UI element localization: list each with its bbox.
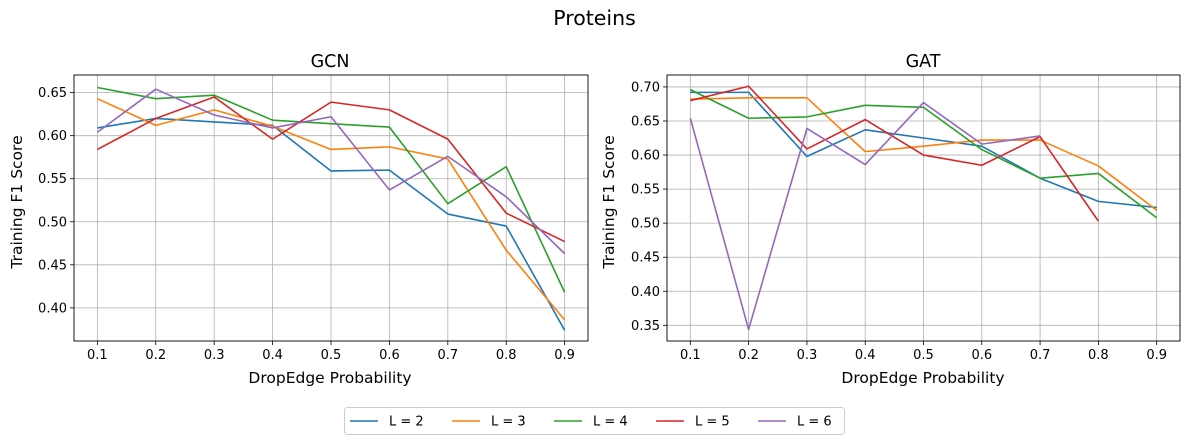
gat-ytick-label: 0.55 xyxy=(631,183,660,198)
gcn-ytick-label: 0.60 xyxy=(38,129,67,144)
legend-frame xyxy=(344,407,845,435)
gat-series-line-l4 xyxy=(689,88,1158,219)
gcn-xtick-label: 0.5 xyxy=(321,348,342,363)
gat-xtick-label: 0.7 xyxy=(1030,348,1051,363)
gat-title: GAT xyxy=(906,52,941,72)
gat-axes-frame xyxy=(666,74,1181,342)
gat-xtick-label: 0.4 xyxy=(855,348,876,363)
gat-ytick-label: 0.70 xyxy=(631,80,660,95)
gat-ytick-label: 0.40 xyxy=(631,285,660,300)
gat-ytick-label: 0.65 xyxy=(631,114,660,129)
gat-panel: GAT DropEdge Probability Training F1 Sco… xyxy=(600,52,1181,387)
gat-ytick-label: 0.60 xyxy=(631,149,660,164)
gat-xtick-label: 0.2 xyxy=(738,348,759,363)
gcn-xtick-label: 0.7 xyxy=(437,348,458,363)
gat-xtick-label: 0.9 xyxy=(1146,348,1167,363)
gat-xtick-label: 0.1 xyxy=(680,348,701,363)
gat-series-line-l3 xyxy=(690,97,1158,211)
gcn-series-line-l5 xyxy=(96,96,565,243)
gcn-xtick-label: 0.1 xyxy=(87,348,108,363)
gcn-ylabel: Training F1 Score xyxy=(8,135,26,269)
gcn-panel: GCN DropEdge Probability Training F1 Sco… xyxy=(8,52,589,387)
legend-label-l4: L = 4 xyxy=(593,415,628,430)
gat-ytick-label: 0.35 xyxy=(631,319,660,334)
gat-xtick-label: 0.6 xyxy=(971,348,992,363)
gat-series-line-l5 xyxy=(690,85,1100,222)
gat-xlabel: DropEdge Probability xyxy=(841,369,1004,387)
gcn-title: GCN xyxy=(311,52,350,72)
gcn-xtick-label: 0.8 xyxy=(496,348,517,363)
gcn-axes-frame xyxy=(73,74,589,342)
gat-series-line-l6 xyxy=(689,101,1041,331)
gcn-xlabel: DropEdge Probability xyxy=(248,369,411,387)
gcn-xtick-label: 0.4 xyxy=(262,348,283,363)
gcn-ytick-label: 0.45 xyxy=(38,258,67,273)
gcn-ytick-label: 0.65 xyxy=(38,86,67,101)
gcn-xtick-label: 0.6 xyxy=(379,348,400,363)
legend-label-l5: L = 5 xyxy=(695,415,730,430)
gat-ytick-label: 0.50 xyxy=(631,217,660,232)
gcn-series-line-l6 xyxy=(96,88,566,255)
legend-label-l6: L = 6 xyxy=(797,415,832,430)
gcn-xtick-label: 0.2 xyxy=(145,348,166,363)
gat-ylabel: Training F1 Score xyxy=(600,135,618,269)
gat-ytick-label: 0.45 xyxy=(631,251,660,266)
gat-xtick-label: 0.8 xyxy=(1088,348,1109,363)
gat-xtick-label: 0.5 xyxy=(913,348,934,363)
gat-xtick-label: 0.3 xyxy=(797,348,818,363)
gcn-ytick-label: 0.40 xyxy=(38,301,67,316)
gcn-ytick-label: 0.55 xyxy=(38,172,67,187)
gcn-ytick-label: 0.50 xyxy=(38,215,67,230)
legend-label-l3: L = 3 xyxy=(491,415,526,430)
legend-label-l2: L = 2 xyxy=(389,415,424,430)
gcn-xtick-label: 0.3 xyxy=(204,348,225,363)
gcn-xtick-label: 0.9 xyxy=(554,348,575,363)
gcn-series-line-l3 xyxy=(97,97,566,321)
figure-title: Proteins xyxy=(553,6,636,30)
legend: L = 2 L = 3 L = 4 L = 5 L = 6 xyxy=(344,407,845,435)
